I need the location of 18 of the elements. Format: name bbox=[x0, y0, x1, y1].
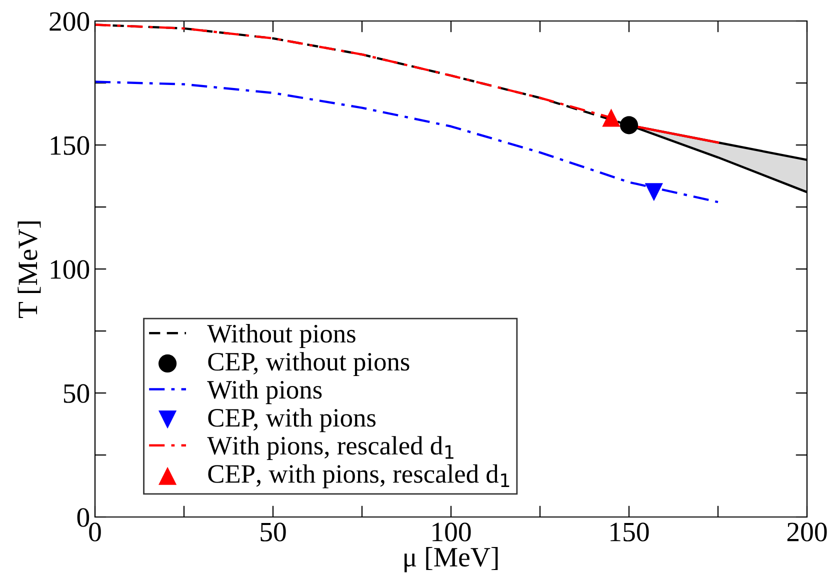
legend-label: With pions, rescaled d$_{1}$ bbox=[207, 436, 454, 460]
y-tick-label: 0 bbox=[77, 508, 90, 527]
x-tick-label: 150 bbox=[610, 522, 649, 542]
x-tick-label: 200 bbox=[787, 522, 827, 542]
x-axis-title: μ [MeV] bbox=[404, 547, 498, 572]
x-tick-label: 100 bbox=[432, 522, 471, 542]
legend-label: CEP, without pions bbox=[208, 352, 410, 376]
y-tick-label: 50 bbox=[64, 384, 90, 403]
y-tick-label: 200 bbox=[50, 12, 90, 31]
x-tick-label: 50 bbox=[260, 522, 286, 542]
legend-label: CEP, with pions, rescaled d$_{1}$ bbox=[208, 464, 510, 488]
legend-label: CEP, with pions bbox=[208, 408, 376, 432]
y-tick-label: 100 bbox=[50, 260, 90, 279]
y-axis-title: T [MeV] bbox=[18, 222, 41, 318]
y-tick-label: 150 bbox=[50, 136, 90, 155]
legend-label: With pions bbox=[207, 380, 322, 404]
legend-label: Without pions bbox=[207, 324, 356, 348]
x-tick-label: 0 bbox=[89, 522, 101, 542]
